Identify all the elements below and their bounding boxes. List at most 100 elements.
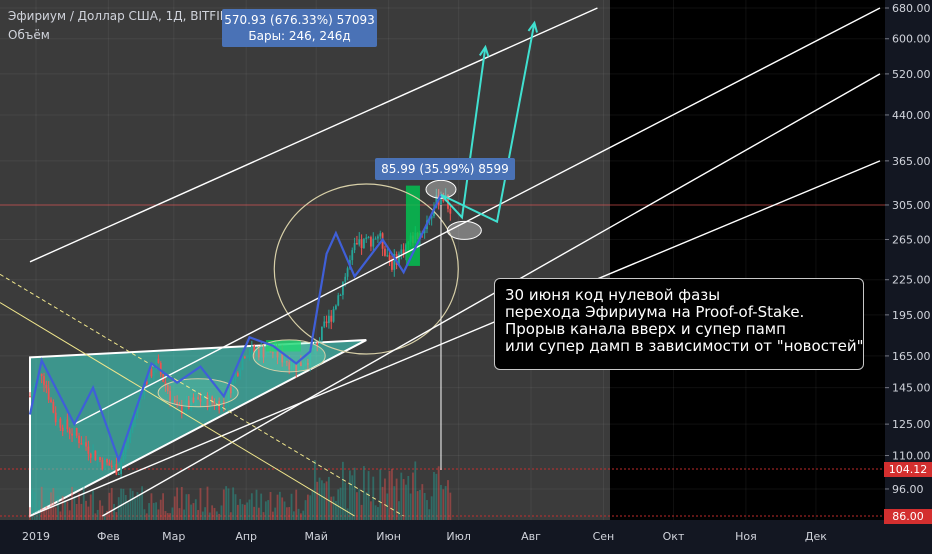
- candle-body: [222, 401, 225, 405]
- volume-bar: [292, 511, 295, 520]
- candle-body: [92, 450, 94, 458]
- candle-body: [43, 376, 45, 385]
- channel-line: [74, 7, 881, 425]
- candle-body: [64, 419, 66, 432]
- volume-bar: [430, 496, 433, 520]
- volume-bar: [59, 511, 62, 520]
- x-tick-label: 2019: [22, 530, 50, 543]
- volume-bar: [52, 488, 55, 520]
- volume-bar: [54, 507, 57, 520]
- volume-bar: [281, 497, 284, 520]
- candle-body: [120, 462, 122, 474]
- candle-body: [372, 238, 375, 247]
- volume-bar: [328, 476, 330, 520]
- y-axis: 680.00 600.00 520.00 440.00 365.00 305.00 265.…: [885, 2, 931, 496]
- y-tick-label: 440.00: [892, 109, 931, 122]
- volume-bar: [190, 504, 193, 520]
- candle-body: [152, 370, 155, 377]
- candle-body: [400, 249, 403, 254]
- candle-body: [290, 367, 293, 370]
- candle-body: [391, 260, 393, 270]
- volume-bar: [47, 507, 50, 520]
- volume-bar: [313, 460, 316, 520]
- volume-bar: [297, 508, 300, 520]
- candle-body: [297, 362, 300, 373]
- price-axis[interactable]: [885, 0, 932, 550]
- annotation-line-2: перехода Эфириума на Proof-of-Stake.: [505, 303, 805, 321]
- volume-bar: [304, 500, 307, 520]
- candle-body: [374, 238, 377, 240]
- forecast-arrowhead: [478, 44, 490, 57]
- volume-bar: [402, 479, 405, 520]
- measure-tooltip-small-line1: 85.99 (35.99%) 8599: [381, 162, 509, 176]
- volume-bar: [388, 470, 391, 520]
- candle-body: [54, 412, 57, 423]
- volume-bar: [250, 493, 253, 520]
- volume-bar: [80, 503, 83, 520]
- x-tick-label: Ноя: [735, 530, 757, 543]
- volume-bar: [257, 507, 260, 520]
- volume-bar: [236, 504, 239, 520]
- volume-bar: [180, 486, 183, 520]
- candle-body: [262, 347, 265, 358]
- candle-body: [50, 399, 52, 402]
- y-tick-label: 96.00: [892, 483, 924, 496]
- measure-tooltip-large: 570.93 (676.33%) 57093 Бары: 246, 246д: [222, 9, 377, 47]
- candle-body: [194, 397, 197, 403]
- volume-bar: [92, 490, 94, 520]
- symbol-title: Эфириум / Доллар США, 1Д, BITFINEX: [8, 9, 245, 23]
- volume-bar: [320, 480, 323, 520]
- candle-body: [197, 397, 200, 400]
- x-tick-label: Июн: [376, 530, 401, 543]
- measure-tooltip-small: 85.99 (35.99%) 8599: [375, 158, 515, 180]
- volume-bar: [262, 512, 265, 520]
- volume-bar: [285, 507, 288, 520]
- volume-bar: [185, 494, 188, 520]
- annotation-line-3: Прорыв канала вверх и супер памп: [505, 320, 786, 338]
- candle-body: [206, 394, 209, 408]
- candle-body: [185, 400, 188, 411]
- volume-bar: [449, 492, 452, 520]
- candle-body: [115, 464, 118, 475]
- volume-bar: [225, 486, 228, 520]
- price-marker-low: 86.00: [884, 508, 932, 524]
- volume-bar: [103, 513, 106, 520]
- y-tick-label: 225.00: [892, 274, 931, 287]
- candle-body: [377, 236, 379, 239]
- volume-bar: [183, 509, 186, 520]
- x-tick-label: Окт: [663, 530, 685, 543]
- x-tick-label: Июл: [446, 530, 471, 543]
- candle-body: [281, 350, 284, 363]
- zone-ellipse-small: [252, 339, 326, 373]
- volume-bar: [274, 507, 277, 520]
- volume-bar: [435, 473, 438, 520]
- x-tick-label: Май: [305, 530, 328, 543]
- volume-bar: [61, 495, 64, 520]
- y-tick-label: 265.00: [892, 234, 931, 247]
- x-axis: 2019 Фев Мар Апр Май Июн Июл Авг Сен Окт Ноя Дек: [22, 530, 827, 543]
- volume-bar: [178, 508, 181, 520]
- candle-body: [225, 402, 228, 405]
- candle-body: [129, 428, 132, 438]
- volume-bar: [43, 508, 45, 520]
- volume-bar: [239, 499, 242, 520]
- volume-bar: [173, 496, 176, 520]
- volume-bar: [309, 495, 312, 520]
- volume-bar: [330, 496, 333, 520]
- volume-bar: [222, 489, 225, 520]
- zone-ellipse-mid: [157, 378, 239, 408]
- candle-body: [309, 349, 312, 365]
- volume-bar: [444, 486, 447, 520]
- candle-body: [379, 233, 382, 237]
- channel-line: [29, 160, 881, 517]
- volume-bar: [335, 501, 337, 520]
- x-tick-label: Апр: [235, 530, 257, 543]
- time-axis[interactable]: [0, 520, 932, 550]
- zone-ellipse-large: [273, 183, 459, 355]
- candle-body: [176, 402, 179, 406]
- candle-body: [449, 208, 452, 214]
- candle-body: [164, 381, 167, 386]
- volume-bar: [127, 502, 129, 520]
- volume-bar: [276, 494, 279, 520]
